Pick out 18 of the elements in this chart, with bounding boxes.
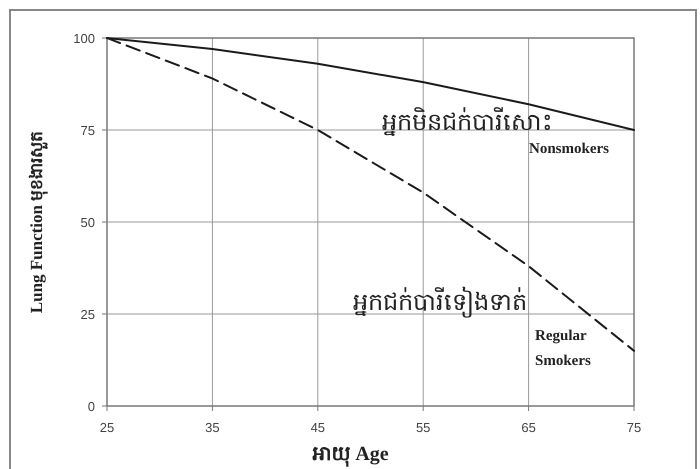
annotation: អ្នកមិនជក់បារីសោះ xyxy=(382,107,553,136)
y-axis-title: Lung Function មុខងារសួត xyxy=(27,130,48,314)
x-tick-label: 75 xyxy=(626,420,642,435)
x-tick-label: 65 xyxy=(521,420,536,435)
y-tick-label: 75 xyxy=(80,123,95,138)
annotation: Smokers xyxy=(535,353,591,369)
y-tick-label: 50 xyxy=(80,215,95,230)
y-tick-label: 100 xyxy=(73,31,95,46)
x-tick-label: 55 xyxy=(416,420,430,435)
y-tick-label: 0 xyxy=(88,399,95,414)
y-tick-label: 25 xyxy=(80,307,95,322)
x-tick-label: 45 xyxy=(310,420,326,435)
annotation: Nonsmokers xyxy=(529,141,610,157)
annotation: អ្នកជក់បារីទៀងទាត់ xyxy=(353,286,527,318)
x-tick-label: 25 xyxy=(100,420,114,435)
x-axis-title: អាយុ Age xyxy=(312,443,389,467)
annotation: Regular xyxy=(535,328,587,344)
x-tick-label: 35 xyxy=(205,420,220,435)
